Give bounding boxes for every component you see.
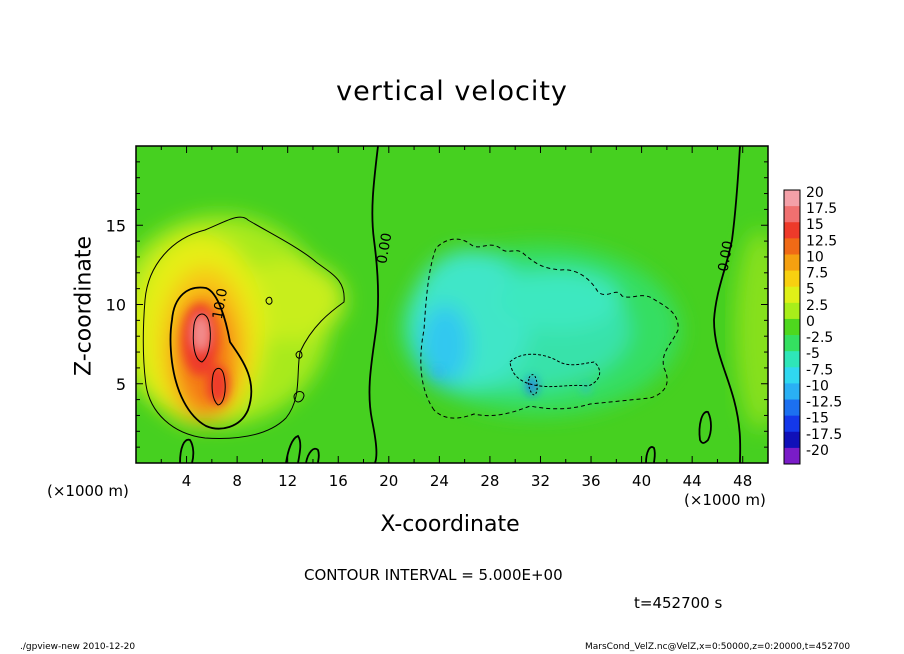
- y-tick-label: 15: [106, 216, 126, 235]
- colorbar-label: 12.5: [806, 233, 837, 249]
- contour-lines: [142, 146, 742, 463]
- contour-small8: [295, 350, 303, 359]
- contour-zero-mid: [368, 146, 380, 463]
- colorbar-swatch: [784, 190, 800, 207]
- x-tick-label: 44: [683, 472, 702, 490]
- contour-label: 0.00: [716, 240, 737, 273]
- contour-small7: [293, 391, 305, 403]
- contour-interval-text: CONTOUR INTERVAL = 5.000E+00: [304, 566, 563, 584]
- x-tick-label: 36: [581, 472, 600, 490]
- y-tick-label: 10: [106, 296, 126, 315]
- x-axis-ticks: 4 8 12 16 20 24 28 32 36 40 44 48: [160, 146, 752, 490]
- colorbar-label: 20: [806, 185, 824, 201]
- x-tick-label: 16: [329, 472, 348, 490]
- chart-title: vertical velocity: [336, 76, 568, 107]
- colorbar-label: 17.5: [806, 201, 837, 217]
- x-tick-label: 48: [733, 472, 752, 490]
- colorbar-swatch: [784, 238, 800, 255]
- contour-5: [142, 216, 345, 439]
- colorbar-label: -10: [806, 378, 829, 394]
- x-tick-label: 40: [632, 472, 651, 490]
- colorbar-label: -2.5: [806, 330, 833, 346]
- colorbar-swatch: [784, 254, 800, 272]
- contour-small2: [285, 434, 302, 463]
- x-tick-label: 4: [182, 472, 192, 490]
- time-stamp: t=452700 s: [634, 594, 723, 612]
- contour-neg5: [420, 238, 679, 419]
- colorbar-swatch: [784, 383, 800, 401]
- colorbar-swatch: [784, 367, 800, 384]
- contour-small5: [645, 446, 656, 463]
- x-tick-label: 12: [278, 472, 297, 490]
- cool-region: [400, 245, 680, 415]
- colorbar-swatch: [784, 270, 800, 288]
- footer-right: MarsCond_VelZ.nc@VelZ,x=0:50000,z=0:2000…: [585, 642, 851, 652]
- colorbar-label: 0: [806, 314, 815, 330]
- contour-label: 10.0: [210, 287, 231, 320]
- colorbar-label: 5: [806, 282, 815, 298]
- contour-small3: [305, 447, 320, 463]
- x-tick-label: 20: [379, 472, 398, 490]
- contour-15b: [211, 367, 226, 406]
- contour-neg5-inner: [509, 353, 601, 388]
- colorbar-label: 15: [806, 217, 824, 233]
- contour-small4: [698, 411, 712, 444]
- colorbar-label: -7.5: [806, 362, 833, 378]
- x-unit-label-left: (×1000 m): [47, 482, 129, 500]
- x-tick-label: 24: [430, 472, 449, 490]
- contour-10: [169, 286, 253, 430]
- colorbar-label: -5: [806, 346, 820, 362]
- footer-left: ./gpview-new 2010-12-20: [20, 642, 136, 652]
- warm-edge: [735, 230, 768, 430]
- colorbar-label: -12.5: [806, 395, 842, 411]
- contour-small6: [265, 296, 273, 305]
- contour-zero-right: [713, 146, 742, 463]
- colorbar-swatch: [784, 447, 800, 465]
- y-axis-ticks: 5 10 15: [106, 161, 768, 448]
- colorbar: 2017.51512.5107.552.50-2.5-5-7.5-10-12.5…: [783, 185, 842, 465]
- colorbar-label: 2.5: [806, 298, 828, 314]
- colorbar-swatch: [784, 286, 800, 304]
- colorbar-label: 7.5: [806, 266, 828, 282]
- colorbar-label: -17.5: [806, 427, 842, 443]
- contour-label: 0.00: [374, 232, 395, 265]
- heatmap-field: [136, 146, 768, 463]
- colorbar-frame: [783, 189, 801, 465]
- contour-labels: 10.0 0.00 0.00: [210, 232, 737, 321]
- colorbar-swatch: [784, 302, 800, 320]
- colorbar-swatch: [784, 222, 800, 239]
- y-tick-label: 5: [116, 375, 126, 394]
- x-tick-label: 32: [531, 472, 550, 490]
- colorbar-swatch: [784, 351, 800, 368]
- colorbar-label: -20: [806, 443, 829, 459]
- contour-small1: [179, 438, 195, 463]
- colorbar-label: -15: [806, 411, 829, 427]
- x-unit-label-right: (×1000 m): [684, 491, 766, 509]
- x-axis-label: X-coordinate: [380, 512, 520, 537]
- colorbar-swatch: [784, 318, 800, 336]
- colorbar-swatch: [784, 431, 800, 449]
- colorbar-label: 10: [806, 249, 824, 265]
- colorbar-swatch: [784, 399, 800, 417]
- colorbar-swatch: [784, 335, 800, 352]
- contour-15a: [192, 313, 211, 363]
- colorbar-swatch: [784, 206, 800, 223]
- colorbar-swatch: [784, 415, 800, 433]
- x-tick-label: 8: [232, 472, 242, 490]
- x-tick-label: 28: [480, 472, 499, 490]
- y-axis-label: Z-coordinate: [71, 236, 97, 376]
